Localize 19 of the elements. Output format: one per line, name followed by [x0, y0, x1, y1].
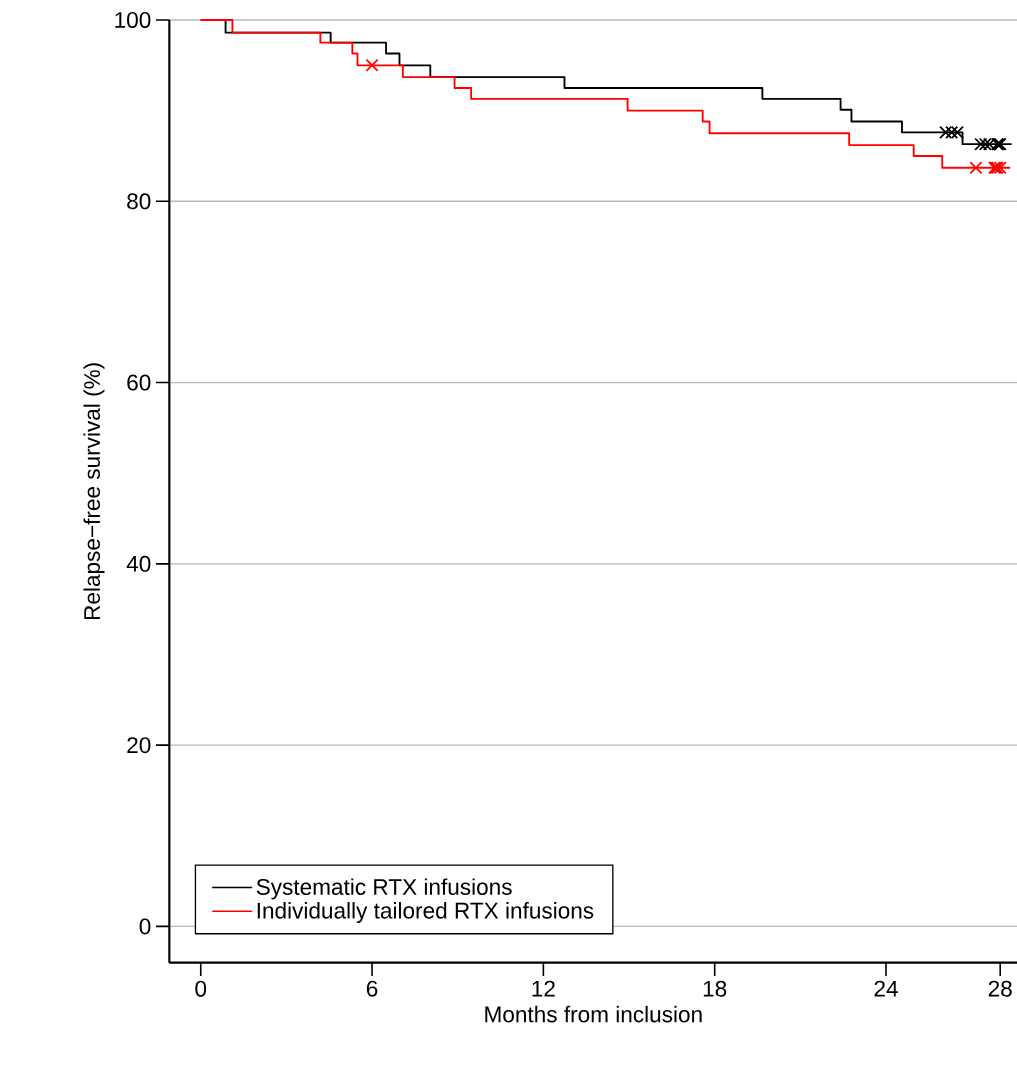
- point: [969, 161, 983, 175]
- legend-label: Systematic RTX infusions: [256, 878, 512, 900]
- x-tick-label: 24: [874, 980, 898, 997]
- x-tick-label: 0: [195, 980, 206, 997]
- y-axis-title: Relapse−free survival (%): [83, 363, 105, 620]
- x-tick-label: 28: [988, 980, 1012, 997]
- y-tick-label: 40: [126, 555, 151, 572]
- legend-label: Individually tailored RTX infusions: [257, 902, 594, 924]
- y-tick-label: 20: [127, 737, 151, 754]
- x-tick-label: 12: [532, 980, 555, 997]
- point: [944, 125, 959, 139]
- y-tick-label: 60: [127, 374, 151, 391]
- x-tick-label: 6: [366, 980, 378, 997]
- y-tick-label: 0: [139, 918, 151, 935]
- y-tick-label: 100: [115, 11, 151, 28]
- x-tick-label: 18: [703, 980, 727, 997]
- point: [365, 58, 379, 72]
- y-tick-label: 80: [127, 193, 151, 210]
- x-axis-title: Months from inclusion: [485, 1005, 702, 1023]
